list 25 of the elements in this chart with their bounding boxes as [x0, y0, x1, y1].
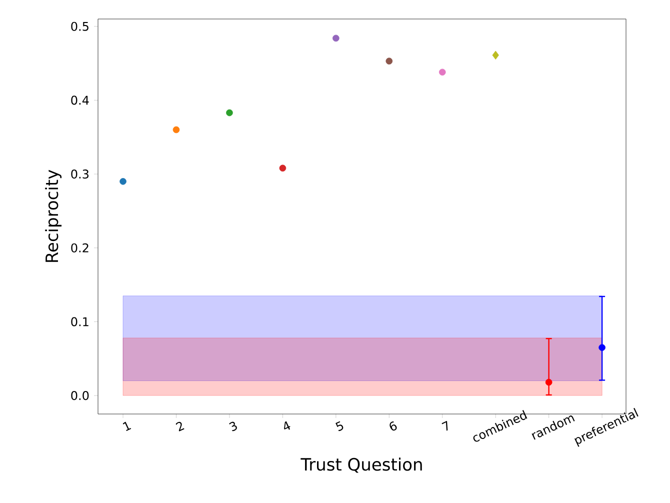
x-tick-label: 7	[442, 420, 448, 431]
x-tick-label: 2	[176, 422, 184, 432]
point	[492, 50, 499, 60]
x-tick-label: 1	[122, 422, 132, 432]
point	[226, 109, 233, 116]
y-tick-label: 0.1	[71, 317, 88, 326]
y-tick-label: 0.3	[71, 170, 89, 179]
point	[332, 34, 340, 42]
y-tick-label: 0.2	[71, 243, 88, 252]
point	[545, 378, 552, 386]
point	[386, 58, 393, 64]
y-axis-title: Reciprocity	[45, 170, 62, 262]
x-tick-label: 3	[229, 422, 237, 432]
x-tick-label: 4	[284, 421, 290, 430]
point	[438, 68, 446, 76]
x-tick-label: 5	[336, 421, 344, 432]
x-axis-title: Trust Question	[300, 458, 422, 473]
point	[120, 178, 126, 185]
y-tick-label: 0.0	[71, 391, 89, 400]
point	[598, 344, 606, 351]
point	[279, 164, 286, 172]
y-tick-label: 0.4	[71, 96, 89, 105]
y-tick-label: 0.5	[71, 22, 88, 31]
x-tick-label: 6	[390, 421, 397, 431]
point	[172, 126, 180, 134]
